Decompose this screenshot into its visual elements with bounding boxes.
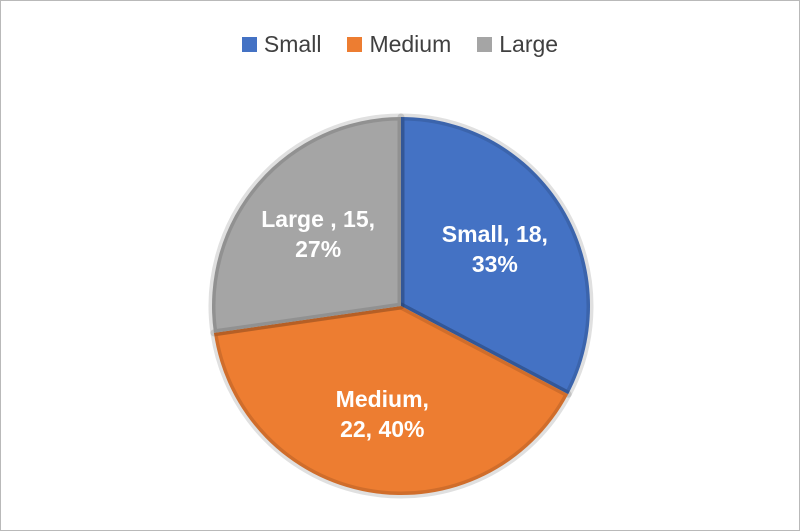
legend-item: Small [241, 31, 322, 58]
data-label: Large , 15, 27% [261, 206, 376, 263]
data-label: Small, 18, 33% [441, 221, 548, 278]
legend-item: Medium [347, 31, 451, 58]
legend-swatch [241, 37, 257, 52]
legend-swatch [347, 37, 363, 52]
legend-label: Large [499, 31, 559, 57]
legend-item: Large [477, 31, 558, 58]
data-label: Medium, 22, 40% [335, 386, 429, 442]
pie-slice [210, 302, 572, 499]
legend-swatch [477, 37, 493, 52]
pie-slice [208, 113, 405, 337]
pie-slice [397, 113, 594, 398]
legend-label: Medium [369, 31, 452, 57]
legend: Small Medium Large [1, 31, 799, 58]
legend-label: Small [263, 31, 322, 57]
